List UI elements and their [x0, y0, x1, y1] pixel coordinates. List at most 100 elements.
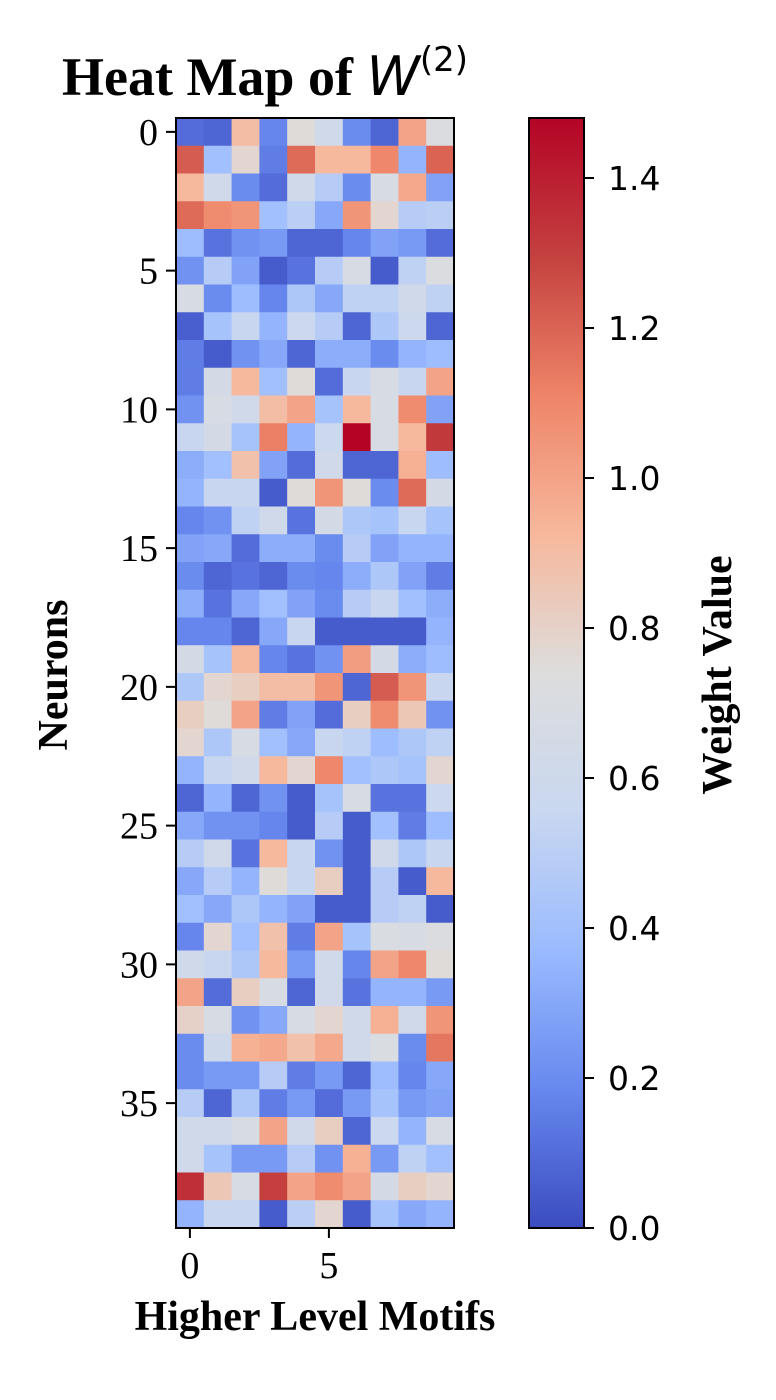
heatmap-cell [398, 645, 427, 674]
colorbar-tick-label: 1.4 [608, 159, 660, 198]
heatmap-cell [370, 395, 399, 424]
heatmap-cell [315, 256, 344, 286]
heatmap-cell [370, 673, 399, 702]
heatmap-cell [287, 1061, 316, 1090]
heatmap-cell [176, 506, 205, 535]
heatmap-cell [287, 173, 316, 202]
heatmap-cell [398, 978, 427, 1007]
heatmap-cell [176, 978, 205, 1007]
heatmap-cell [176, 229, 205, 258]
heatmap-cell [259, 1172, 288, 1201]
heatmap-cell [370, 700, 399, 730]
heatmap-cell [426, 201, 455, 230]
heatmap-cell [426, 1061, 455, 1090]
heatmap-cell [203, 562, 233, 591]
colorbar-tick-label: 0.4 [608, 909, 660, 948]
heatmap-cell [398, 506, 427, 535]
heatmap-cell [176, 867, 205, 896]
colorbar-tick-label: 1.0 [608, 459, 660, 498]
heatmap-cell [287, 534, 316, 563]
heatmap-cell [287, 756, 316, 785]
heatmap-cell [315, 589, 344, 619]
heatmap-cell [426, 1117, 455, 1146]
heatmap-cell [342, 229, 372, 258]
heatmap-cell [259, 118, 288, 147]
heatmap-cell [398, 478, 427, 508]
heatmap-cell [342, 145, 372, 175]
colorbar-ticks: 0.0 0.2 0.4 0.6 0.8 1.0 1.2 1.4 [584, 159, 660, 1248]
heatmap-cell [259, 173, 288, 202]
heatmap-cell [315, 950, 344, 979]
heatmap-cell [315, 1033, 344, 1063]
heatmap-cell [203, 1117, 233, 1146]
heatmap-cell [315, 978, 344, 1007]
heatmap-cell [370, 1117, 399, 1146]
heatmap-frame [175, 117, 455, 1229]
heatmap-cell [231, 534, 260, 563]
heatmap-cell [259, 1006, 288, 1035]
heatmap-cell [176, 839, 205, 868]
heatmap-cell [315, 617, 344, 646]
heatmap-cell [287, 562, 316, 591]
heatmap-cell [287, 340, 316, 369]
heatmap-cell [176, 395, 205, 424]
heatmap-cell [176, 1089, 205, 1118]
heatmap-cell [370, 118, 399, 147]
heatmap-cell [315, 284, 344, 313]
heatmap-cell [315, 645, 344, 674]
heatmap-cell [370, 229, 399, 258]
heatmap-cell [342, 1033, 372, 1063]
heatmap-cell [287, 839, 316, 868]
heatmap-cell [370, 839, 399, 868]
heatmap-cell [315, 340, 344, 369]
heatmap-cell [342, 978, 372, 1007]
heatmap-cell [426, 1200, 455, 1229]
heatmap-cell [203, 1144, 233, 1174]
heatmap-cell [287, 1172, 316, 1201]
heatmap-cell [342, 173, 372, 202]
heatmap-cell [287, 1117, 316, 1146]
heatmap-cell [315, 839, 344, 868]
heatmap-cell [176, 1033, 205, 1063]
heatmap-cell [176, 145, 205, 175]
heatmap-cell [259, 811, 288, 841]
heatmap-cell [231, 1061, 260, 1090]
heatmap-cell [315, 1172, 344, 1201]
heatmap-cell [315, 173, 344, 202]
heatmap-cell [315, 562, 344, 591]
heatmap-cell [259, 1144, 288, 1174]
heatmap-cell [231, 922, 260, 952]
heatmap-cell [203, 1089, 233, 1118]
heatmap-cell [398, 562, 427, 591]
heatmap-cell [342, 839, 372, 868]
heatmap-cell [426, 1144, 455, 1174]
heatmap-cell [231, 229, 260, 258]
heatmap-cell [342, 562, 372, 591]
heatmap-cell [287, 1006, 316, 1035]
heatmap-cell [342, 756, 372, 785]
heatmap-cell [370, 284, 399, 313]
heatmap-cell [259, 145, 288, 175]
heatmap-cell [342, 1006, 372, 1035]
heatmap-cell [370, 256, 399, 286]
heatmap-cell [259, 839, 288, 868]
heatmap-cell [203, 478, 233, 508]
heatmap-cell [426, 645, 455, 674]
heatmap-cell [231, 340, 260, 369]
heatmap-cell [398, 1117, 427, 1146]
heatmap-cell [315, 673, 344, 702]
heatmap-cell [259, 229, 288, 258]
heatmap-cell [231, 950, 260, 979]
heatmap-cell [398, 1033, 427, 1063]
heatmap-cell [259, 478, 288, 508]
heatmap-cell [426, 367, 455, 397]
heatmap-cell [370, 728, 399, 757]
heatmap-cell [176, 534, 205, 563]
heatmap-cell [231, 145, 260, 175]
heatmap-cell [203, 395, 233, 424]
heatmap-cell [398, 256, 427, 286]
heatmap-cell [398, 451, 427, 480]
heatmap-cell [315, 895, 344, 924]
heatmap-cell [426, 1033, 455, 1063]
y-tick-label: 35 [120, 1083, 158, 1125]
